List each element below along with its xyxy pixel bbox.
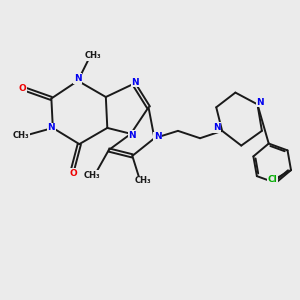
Text: CH₃: CH₃	[13, 131, 29, 140]
Text: N: N	[256, 98, 264, 106]
Text: CH₃: CH₃	[84, 51, 101, 60]
Text: N: N	[131, 78, 139, 87]
Text: O: O	[19, 84, 26, 93]
Text: CH₃: CH₃	[134, 176, 151, 185]
Text: O: O	[70, 169, 77, 178]
Text: N: N	[154, 132, 162, 141]
Text: CH₃: CH₃	[84, 170, 100, 179]
Text: N: N	[213, 123, 221, 132]
Text: Cl: Cl	[268, 175, 277, 184]
Text: N: N	[74, 74, 82, 83]
Text: N: N	[128, 131, 136, 140]
Text: N: N	[47, 123, 55, 132]
